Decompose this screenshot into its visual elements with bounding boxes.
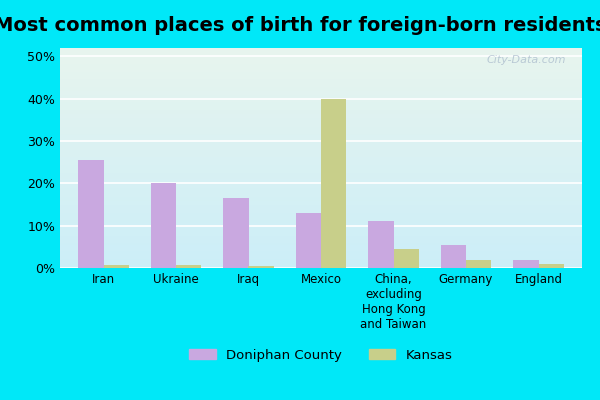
Legend: Doniphan County, Kansas: Doniphan County, Kansas [184,344,458,367]
Bar [296,213,321,268]
Bar [466,260,491,268]
Bar [104,265,129,268]
Bar [223,198,248,268]
Bar [513,260,539,268]
Bar [440,245,466,268]
Bar [78,160,104,268]
Bar [321,99,346,268]
Text: City-Data.com: City-Data.com [487,55,566,65]
Text: Most common places of birth for foreign-born residents: Most common places of birth for foreign-… [0,16,600,35]
Bar [394,249,419,268]
Bar [539,264,564,268]
Bar [248,266,274,268]
Bar [368,222,394,268]
Bar [176,266,202,268]
Bar [151,183,176,268]
